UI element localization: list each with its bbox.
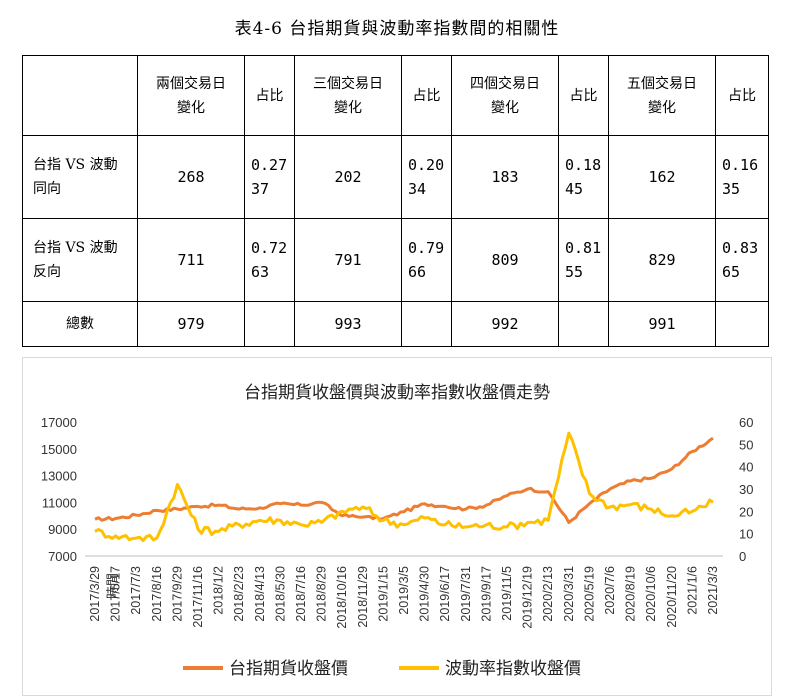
y-left-tick-label: 15000	[41, 442, 77, 457]
y-left-tick-label: 17000	[41, 415, 77, 430]
x-tick-label: 2017/3/29	[88, 566, 102, 622]
column-header	[22, 55, 138, 136]
count-cell: 992	[451, 301, 559, 347]
y-left-tick-label: 13000	[41, 469, 77, 484]
x-axis-label: 時間	[105, 573, 120, 599]
count-cell: 993	[294, 301, 402, 347]
series-line	[94, 431, 714, 543]
x-tick-label: 2019/3/5	[397, 566, 411, 615]
ratio-cell	[558, 301, 609, 347]
x-tick-label: 2018/5/30	[273, 566, 287, 622]
x-tick-label: 2017/7/3	[129, 566, 143, 615]
column-header: 兩個交易日 變化	[137, 55, 245, 136]
x-tick-label: 2019/1/15	[376, 566, 390, 622]
ratio-cell: 0.79 66	[401, 218, 452, 302]
x-tick-label: 2019/9/17	[479, 566, 493, 622]
x-tick-label: 2021/1/6	[685, 566, 699, 615]
count-cell: 268	[137, 135, 245, 219]
x-tick-label: 2019/7/31	[459, 566, 473, 622]
x-tick-label: 2020/8/19	[624, 566, 638, 622]
x-tick-label: 2018/4/13	[253, 566, 267, 622]
table-row: 台指 VS 波動 反向 711 0.72 63 791 0.79 66 809 0.81 5…	[22, 218, 769, 302]
column-header: 三個交易日 變化	[294, 55, 402, 136]
x-tick-label: 2017/11/16	[191, 566, 205, 628]
y-right-tick-label: 10	[739, 527, 753, 542]
y-left-tick-label: 9000	[48, 522, 77, 537]
x-tick-label: 2020/5/19	[582, 566, 596, 622]
count-cell: 711	[137, 218, 245, 302]
y-right-tick-label: 60	[739, 415, 753, 430]
x-tick-label: 2017/5/17	[109, 566, 123, 622]
x-tick-label: 2018/2/23	[232, 566, 246, 622]
y-left-tick-label: 11000	[42, 495, 77, 510]
row-label: 台指 VS 波動 反向	[22, 218, 138, 302]
x-tick-label: 2019/6/17	[438, 566, 452, 622]
ratio-cell: 0.16 35	[715, 135, 769, 219]
count-cell: 829	[608, 218, 716, 302]
chart-title: 台指期貨收盤價與波動率指數收盤價走勢	[244, 383, 550, 402]
x-tick-label: 2020/10/6	[644, 566, 658, 622]
column-header: 五個交易日 變化	[608, 55, 716, 136]
count-cell: 183	[451, 135, 559, 219]
ratio-cell	[715, 301, 769, 347]
y-left-tick-label: 7000	[48, 549, 77, 564]
x-tick-label: 2019/12/19	[521, 566, 535, 629]
y-right-tick-label: 50	[739, 437, 753, 452]
x-tick-label: 2020/11/20	[665, 566, 679, 628]
count-cell: 162	[608, 135, 716, 219]
document-title: 表4-6 台指期貨與波動率指數間的相關性	[234, 19, 560, 39]
x-tick-label: 2020/2/13	[541, 566, 555, 622]
legend-label: 波動率指數收盤價	[445, 659, 581, 678]
trend-chart: 台指期貨收盤價與波動率指數收盤價走勢 7000 9000 11000 13000 1500…	[22, 357, 772, 696]
table-header-row: 兩個交易日 變化 占比 三個交易日 變化 占比 四個交易日 變化 占比 五個交易日 變化 占比	[22, 55, 769, 136]
column-header: 四個交易日 變化	[451, 55, 559, 136]
ratio-cell	[401, 301, 452, 347]
ratio-cell	[244, 301, 295, 347]
column-header: 占比	[244, 55, 295, 136]
count-cell: 991	[608, 301, 716, 347]
y-right-tick-label: 40	[739, 460, 753, 475]
table-row: 台指 VS 波動 同向 268 0.27 37 202 0.20 34 183 0.18 4…	[22, 135, 769, 219]
column-header: 占比	[715, 55, 769, 136]
y-right-tick-label: 0	[739, 549, 746, 564]
x-tick-label: 2019/11/5	[500, 566, 514, 621]
x-tick-label: 2018/7/16	[294, 566, 308, 622]
series-line	[94, 436, 714, 524]
count-cell: 979	[137, 301, 245, 347]
legend-label: 台指期貨收盤價	[229, 659, 348, 678]
x-tick-label: 2021/3/3	[706, 566, 720, 615]
ratio-cell: 0.20 34	[401, 135, 452, 219]
ratio-cell: 0.18 45	[558, 135, 609, 219]
column-header: 占比	[401, 55, 452, 136]
x-tick-label: 2019/4/30	[418, 566, 432, 622]
x-tick-label: 2018/8/29	[315, 566, 329, 622]
count-cell: 809	[451, 218, 559, 302]
x-tick-label: 2018/10/16	[335, 566, 349, 629]
y-right-tick-label: 30	[739, 482, 753, 497]
column-header: 占比	[558, 55, 609, 136]
row-label: 台指 VS 波動 同向	[22, 135, 138, 219]
ratio-cell: 0.27 37	[244, 135, 295, 219]
y-right-tick-label: 20	[739, 504, 753, 519]
count-cell: 202	[294, 135, 402, 219]
correlation-table: 兩個交易日 變化 占比 三個交易日 變化 占比 四個交易日 變化 占比 五個交易日 變化 占比…	[22, 55, 769, 347]
x-tick-label: 2017/8/16	[150, 566, 164, 622]
count-cell: 791	[294, 218, 402, 302]
x-tick-label: 2018/1/2	[212, 566, 226, 615]
trend-chart-svg: 台指期貨收盤價與波動率指數收盤價走勢 7000 9000 11000 13000 1500…	[41, 383, 754, 678]
ratio-cell: 0.72 63	[244, 218, 295, 302]
ratio-cell: 0.83 65	[715, 218, 769, 302]
x-tick-label: 2017/9/29	[170, 566, 184, 622]
table-row: 總數 979 993 992 991	[22, 301, 769, 347]
x-tick-label: 2020/7/6	[603, 566, 617, 615]
x-tick-label: 2020/3/31	[562, 566, 576, 622]
ratio-cell: 0.81 55	[558, 218, 609, 302]
x-tick-label: 2018/11/29	[356, 566, 370, 628]
row-label: 總數	[22, 301, 138, 347]
